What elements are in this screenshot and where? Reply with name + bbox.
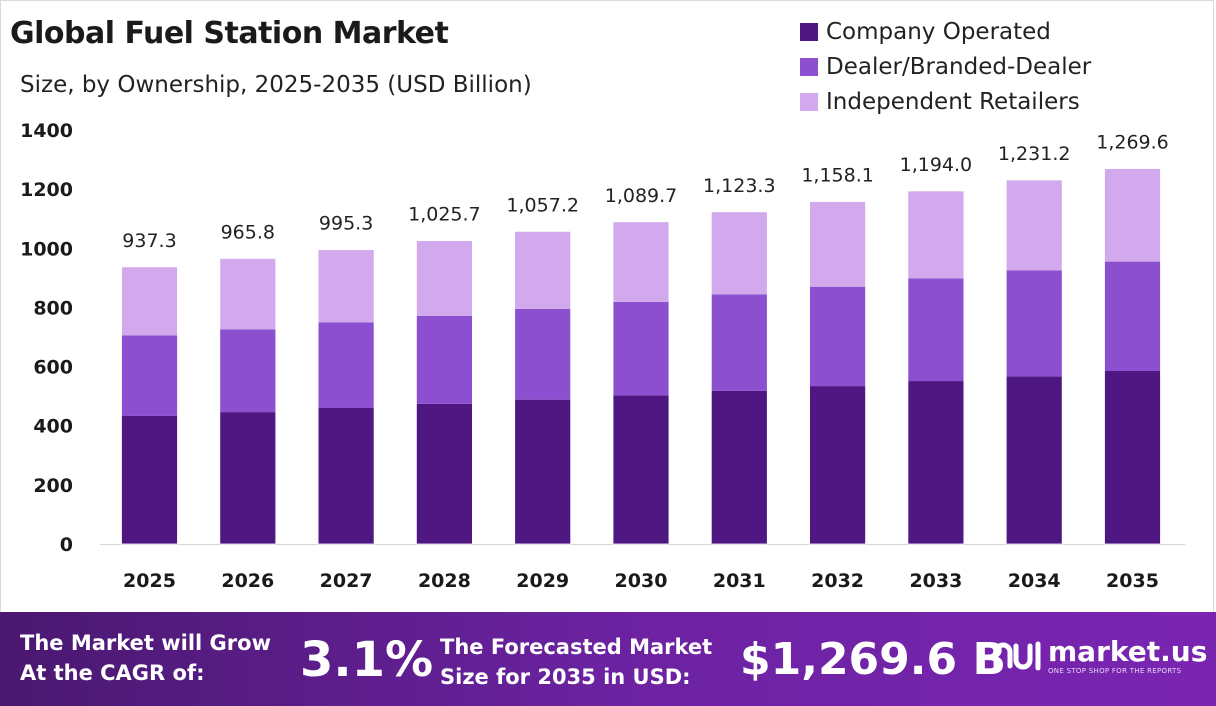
legend-label-independent-retailers: Independent Retailers [826,88,1080,115]
bar-outline [415,240,473,545]
bar-segment-dealer-branded [416,316,473,404]
legend: Company Operated Dealer/Branded-Dealer I… [800,14,1091,119]
bar-segment-dealer-branded [318,322,375,408]
bar-segment-company-operated [1104,371,1161,544]
x-tick-label: 2025 [123,570,176,592]
bar-outline [514,230,572,545]
bar-total-label: 965.8 [221,221,275,243]
y-tick-label: 400 [33,416,73,438]
bar-segment-dealer-branded [121,335,178,416]
market-us-logo-icon [993,641,1041,671]
bar-total-label: 1,089.7 [605,185,678,207]
chart-title: Global Fuel Station Market [10,16,449,51]
bar-segment-dealer-branded [514,308,571,400]
bar-segment-independent-retailers [514,231,571,309]
bar-segment-company-operated [416,403,473,544]
bar-outline [1005,179,1063,545]
legend-swatch-independent-retailers [800,92,818,111]
bar-segment-company-operated [318,407,375,544]
bar-segment-company-operated [219,412,276,544]
bar-segment-independent-retailers [1104,168,1161,262]
x-tick-label: 2029 [516,570,569,592]
legend-label-company-operated: Company Operated [826,18,1051,45]
x-tick-label: 2026 [221,570,274,592]
footer-banner: The Market will Grow At the CAGR of: 3.1… [0,612,1216,706]
x-tick-label: 2034 [1008,570,1061,592]
bar-segment-dealer-branded [1006,270,1063,377]
bar-total-label: 1,269.6 [1096,132,1169,154]
bar-outline [612,221,670,545]
brand-logo[interactable]: market.us ONE STOP SHOP FOR THE REPORTS [990,636,1207,676]
chart-subtitle: Size, by Ownership, 2025-2035 (USD Billi… [20,72,532,98]
x-tick-label: 2033 [909,570,962,592]
bar-segment-independent-retailers [613,221,669,302]
bar-segment-independent-retailers [1006,179,1063,271]
y-tick-label: 200 [33,475,73,497]
x-tick-label: 2028 [418,570,471,592]
forecast-label-line1: The Forecasted Market [440,635,713,659]
bar-total-label: 1,231.2 [998,143,1071,165]
y-tick-label: 800 [33,297,73,319]
brand-tagline: ONE STOP SHOP FOR THE REPORTS [1048,667,1182,675]
bar-segment-dealer-branded [809,286,866,387]
y-tick-label: 1400 [20,120,73,142]
cagr-label-line2: At the CAGR of: [20,661,205,685]
bar-outline [219,257,277,545]
bar-segment-company-operated [907,381,964,544]
bar-outline [809,201,866,545]
forecast-label-line2: Size for 2035 in USD: [440,665,691,689]
bar-chart: 0 200 400 600 800 1000 1200 1400 937.3 2025 965.8 2… [20,120,1185,592]
bar-segment-independent-retailers [219,258,276,330]
bar-segment-independent-retailers [711,211,768,295]
y-tick-label: 0 [60,534,73,556]
bar-segment-company-operated [809,386,866,544]
legend-item-company-operated: Company Operated [800,14,1091,49]
bar-total-label: 995.3 [319,213,373,235]
bar-segment-dealer-branded [613,301,669,396]
cagr-value: 3.1% [300,632,434,688]
y-tick-label: 1000 [20,238,73,260]
forecast-value: $1,269.6 B [740,634,1006,685]
bar-total-label: 1,025.7 [408,204,481,226]
x-tick-label: 2027 [320,570,373,592]
bar-segment-dealer-branded [219,329,276,413]
bar-outline [907,190,965,545]
cagr-label-line1: The Market will Grow [20,631,271,655]
legend-item-independent-retailers: Independent Retailers [800,84,1091,119]
bar-total-label: 1,057.2 [506,194,579,216]
bar-segment-independent-retailers [809,201,866,287]
x-tick-label: 2035 [1106,570,1159,592]
legend-label-dealer-branded: Dealer/Branded-Dealer [826,53,1092,80]
legend-item-dealer-branded: Dealer/Branded-Dealer [800,49,1091,84]
x-tick-label: 2031 [713,570,766,592]
bar-outline [317,249,375,545]
bar-segment-independent-retailers [416,240,473,317]
bar-total-label: 1,158.1 [801,165,874,187]
x-tick-label: 2032 [811,570,864,592]
legend-swatch-dealer-branded [800,57,818,76]
x-tick-label: 2030 [615,570,668,592]
bar-segment-company-operated [121,415,178,544]
bar-segment-independent-retailers [318,249,375,323]
bar-outline [121,266,178,545]
bar-segment-dealer-branded [711,294,768,391]
bar-total-label: 1,123.3 [703,175,776,197]
y-tick-label: 600 [33,357,73,379]
bar-segment-company-operated [1006,376,1063,544]
bar-outline [710,211,768,545]
bar-segment-company-operated [613,395,669,544]
bar-segment-dealer-branded [907,278,964,382]
brand-name: market.us [1048,635,1208,668]
bar-segment-independent-retailers [121,266,178,336]
bar-segment-company-operated [514,399,571,544]
bar-segment-dealer-branded [1104,261,1161,372]
bar-outline [1104,168,1161,545]
bar-segment-company-operated [711,390,768,544]
bar-total-label: 1,194.0 [900,154,973,176]
y-tick-label: 1200 [20,179,73,201]
legend-swatch-company-operated [800,22,818,41]
bar-total-label: 937.3 [122,230,176,252]
bar-segment-independent-retailers [907,190,964,279]
